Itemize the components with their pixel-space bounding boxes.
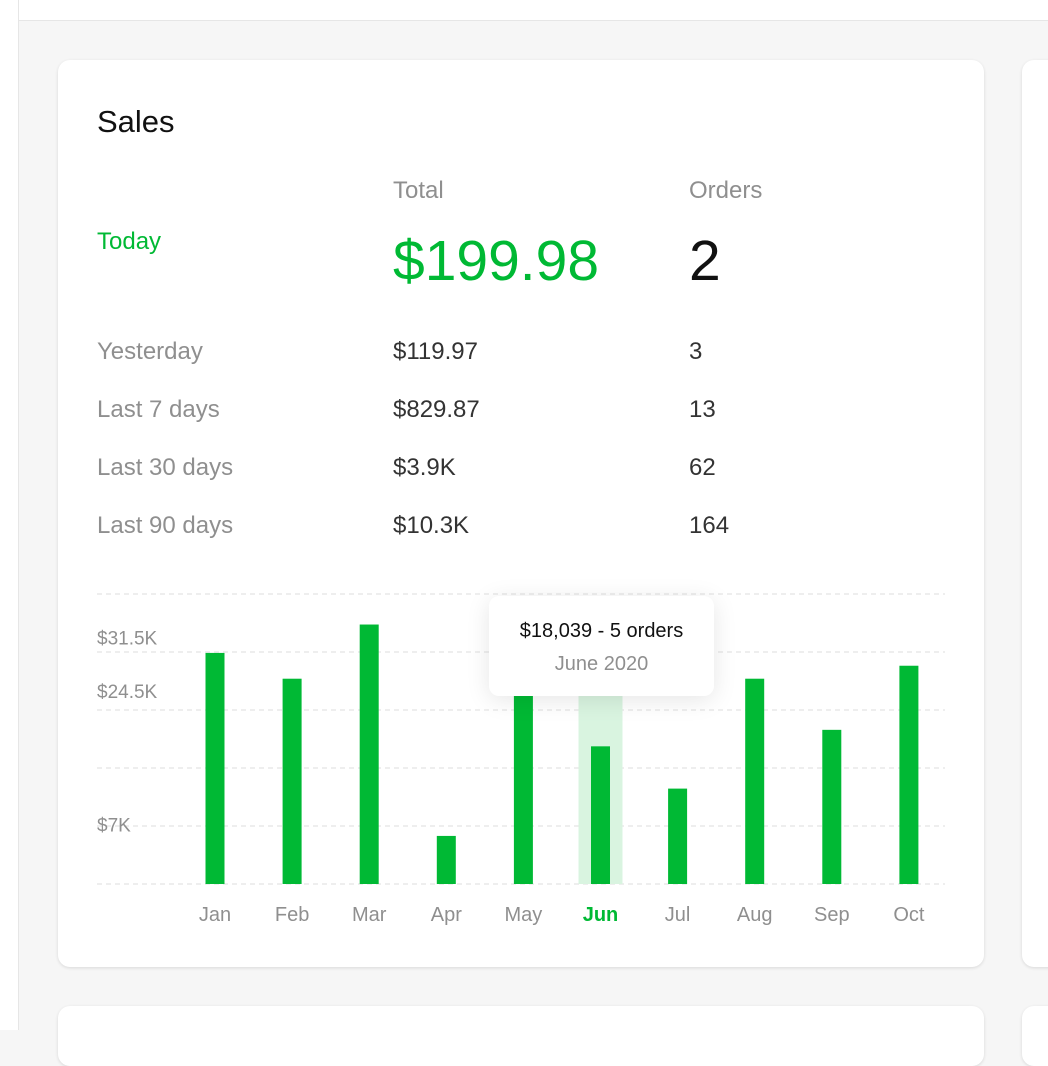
y-tick-label: $31.5K bbox=[97, 629, 158, 650]
sales-card: Sales Total Orders Today $199.98 2 Yeste… bbox=[58, 60, 984, 967]
left-rail bbox=[0, 0, 19, 1030]
x-tick-label: Oct bbox=[893, 904, 925, 926]
bar-apr[interactable] bbox=[436, 835, 456, 884]
bar-feb[interactable] bbox=[282, 678, 302, 884]
bar-may[interactable] bbox=[513, 649, 533, 884]
y-tick-label: $24.5K bbox=[97, 682, 158, 703]
bar-jul[interactable] bbox=[668, 788, 688, 884]
today-orders: 2 bbox=[689, 229, 721, 293]
x-tick-label: Aug bbox=[737, 904, 773, 926]
x-tick-label: Mar bbox=[352, 904, 387, 926]
period-orders: 164 bbox=[689, 512, 730, 539]
today-label: Today bbox=[97, 228, 162, 255]
x-tick-label: Jul bbox=[665, 904, 691, 926]
x-tick-label: Jun bbox=[583, 904, 619, 926]
card-title: Sales bbox=[97, 104, 175, 139]
bar-jun[interactable] bbox=[591, 746, 610, 884]
next-adjacent-card bbox=[1022, 1006, 1048, 1066]
y-tick-label: $7K bbox=[97, 816, 131, 837]
period-label: Last 30 days bbox=[97, 454, 234, 481]
x-tick-label: May bbox=[505, 904, 543, 926]
total-column-header: Total bbox=[393, 177, 444, 204]
period-label: Yesterday bbox=[97, 338, 203, 365]
chart-tooltip: $18,039 - 5 orders June 2020 bbox=[489, 596, 714, 696]
x-tick-label: Sep bbox=[814, 904, 850, 926]
bar-mar[interactable] bbox=[359, 624, 379, 884]
tooltip-value: $18,039 - 5 orders bbox=[519, 620, 684, 642]
x-tick-label: Jan bbox=[199, 904, 231, 926]
period-total: $3.9K bbox=[393, 454, 456, 481]
period-orders: 62 bbox=[689, 454, 716, 481]
orders-column-header: Orders bbox=[689, 177, 763, 204]
bar-aug[interactable] bbox=[745, 678, 765, 884]
period-total: $10.3K bbox=[393, 512, 470, 539]
tooltip-period: June 2020 bbox=[554, 653, 649, 675]
period-total: $119.97 bbox=[393, 338, 478, 365]
today-total: $199.98 bbox=[393, 229, 600, 293]
bar-jan[interactable] bbox=[205, 652, 225, 884]
x-tick-label: Feb bbox=[275, 904, 309, 926]
period-orders: 3 bbox=[689, 338, 703, 365]
x-tick-label: Apr bbox=[431, 904, 462, 926]
period-orders: 13 bbox=[689, 396, 716, 423]
summary-row-yesterday: Yesterday $119.97 3 bbox=[58, 332, 984, 372]
sales-bar-chart: $7K $24.5K $31.5K Jan Feb Mar Apr May Jun Jul Aug S… bbox=[97, 593, 945, 926]
next-card bbox=[58, 1006, 984, 1066]
period-label: Last 90 days bbox=[97, 512, 234, 539]
summary-row-last-90-days: Last 90 days $10.3K 164 bbox=[58, 506, 984, 546]
summary-row-last-7-days: Last 7 days $829.87 13 bbox=[58, 390, 984, 430]
summary-row-last-30-days: Last 30 days $3.9K 62 bbox=[58, 448, 984, 488]
top-bar bbox=[0, 0, 1048, 21]
period-label: Last 7 days bbox=[97, 396, 220, 423]
bar-oct[interactable] bbox=[899, 665, 919, 884]
adjacent-card bbox=[1022, 60, 1048, 967]
bar-sep[interactable] bbox=[822, 729, 842, 884]
period-total: $829.87 bbox=[393, 396, 480, 423]
